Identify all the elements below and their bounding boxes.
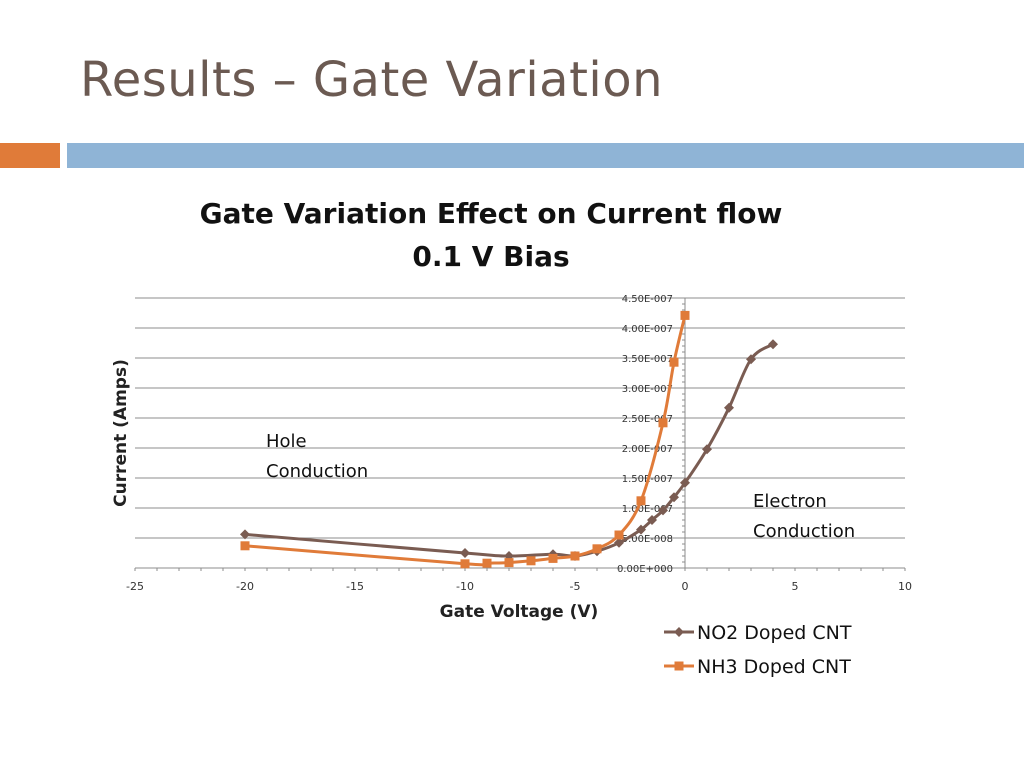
data-point-no2 bbox=[768, 339, 778, 350]
y-tick-label: 1.00E-007 bbox=[622, 504, 673, 515]
y-tick-label: 4.50E-007 bbox=[622, 294, 673, 305]
y-tick-label: 2.50E-007 bbox=[622, 414, 673, 425]
chart-title-line-1: Gate Variation Effect on Current flow bbox=[200, 197, 783, 230]
annotation-text: Conduction bbox=[266, 461, 368, 482]
data-point-nh3 bbox=[570, 551, 580, 561]
annotation-text: Hole bbox=[266, 431, 307, 452]
data-point-no2 bbox=[658, 505, 668, 516]
x-tick-label: -5 bbox=[570, 580, 581, 593]
series-line-nh3 bbox=[244, 315, 687, 567]
annotation-text: Conduction bbox=[753, 521, 855, 542]
data-point-nh3 bbox=[526, 556, 536, 566]
chart-title-line-2: 0.1 V Bias bbox=[412, 240, 569, 273]
data-point-no2 bbox=[669, 492, 679, 503]
data-point-no2 bbox=[460, 548, 470, 558]
x-tick-label: -15 bbox=[346, 580, 364, 593]
data-point-nh3 bbox=[680, 310, 690, 320]
data-point-nh3 bbox=[548, 553, 558, 563]
x-tick-label: -25 bbox=[126, 580, 144, 593]
data-point-nh3 bbox=[669, 357, 679, 367]
x-tick-label: -10 bbox=[456, 580, 474, 593]
data-point-no2 bbox=[680, 477, 690, 488]
y-tick-label: 0.00E+000 bbox=[617, 564, 673, 575]
x-tick-label: 0 bbox=[682, 580, 689, 593]
data-point-nh3 bbox=[614, 530, 624, 540]
data-point-no2 bbox=[746, 354, 756, 365]
series-line-no2 bbox=[244, 342, 774, 558]
data-point-nh3 bbox=[504, 558, 514, 568]
data-point-nh3 bbox=[658, 418, 668, 428]
data-point-no2 bbox=[702, 444, 712, 455]
annotation-text: Electron bbox=[753, 491, 827, 512]
data-point-no2 bbox=[614, 537, 624, 548]
data-point-no2 bbox=[240, 529, 250, 540]
data-point-no2 bbox=[647, 515, 657, 525]
y-axis-label: Current (Amps) bbox=[111, 359, 131, 507]
legend-marker bbox=[674, 661, 684, 671]
slide-title: Results – Gate Variation bbox=[80, 52, 664, 108]
x-tick-label: -20 bbox=[236, 580, 254, 593]
data-point-nh3 bbox=[636, 496, 646, 506]
data-point-no2 bbox=[724, 402, 734, 413]
accent-bar-orange bbox=[0, 143, 60, 168]
y-tick-label: 3.00E-007 bbox=[622, 384, 673, 395]
y-tick-label: 4.00E-007 bbox=[622, 324, 673, 335]
legend-marker bbox=[674, 627, 684, 637]
y-tick-label: 5.00E-008 bbox=[622, 534, 673, 545]
legend-label: NH3 Doped CNT bbox=[697, 656, 851, 678]
data-point-nh3 bbox=[482, 558, 492, 568]
data-point-nh3 bbox=[592, 544, 602, 554]
x-tick-label: 5 bbox=[792, 580, 799, 593]
x-axis-label: Gate Voltage (V) bbox=[440, 602, 599, 622]
x-tick-label: 10 bbox=[898, 580, 912, 593]
y-tick-label: 2.00E-007 bbox=[622, 444, 673, 455]
y-tick-label: 3.50E-007 bbox=[622, 354, 673, 365]
data-point-no2 bbox=[636, 524, 646, 535]
data-point-nh3 bbox=[240, 541, 250, 551]
accent-bar-blue bbox=[67, 143, 1024, 168]
data-point-nh3 bbox=[460, 559, 470, 569]
legend-label: NO2 Doped CNT bbox=[697, 622, 852, 644]
